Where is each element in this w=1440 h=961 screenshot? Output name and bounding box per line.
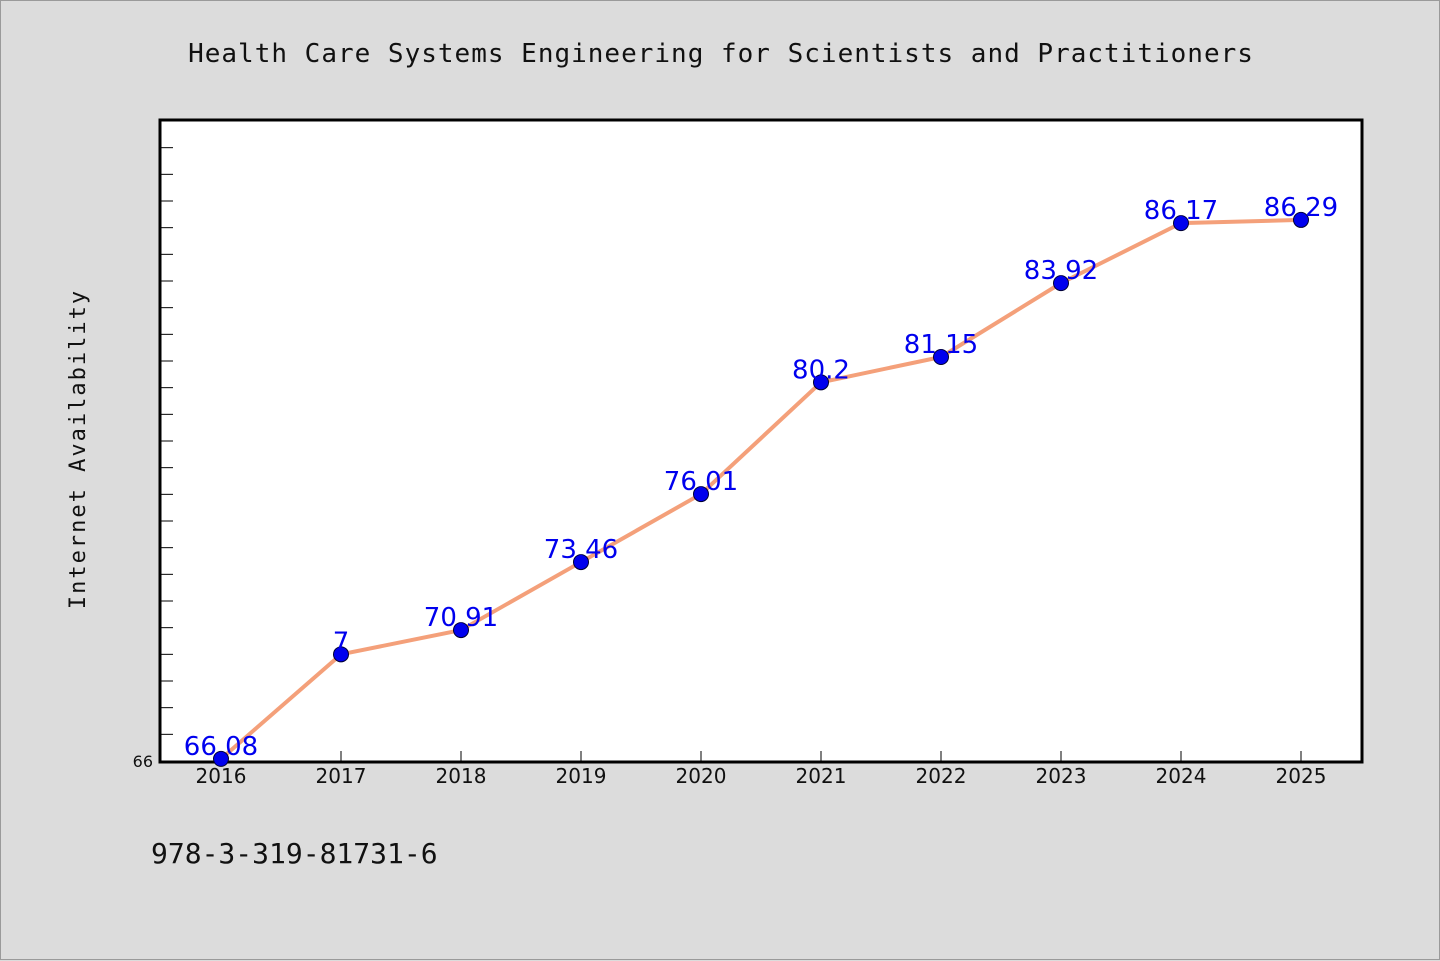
data-point (333, 646, 349, 663)
data-labels: 66.08 7 70.91 73.46 76.01 80.2 81.15 83.92 86.17… (184, 193, 1338, 762)
data-label: 86.29 (1264, 193, 1338, 223)
y-tick-label: 66 (133, 752, 153, 771)
data-label: 7 (333, 627, 350, 657)
data-label: 80.2 (792, 355, 850, 385)
x-tick-label: 2022 (916, 764, 967, 788)
data-label: 70.91 (424, 603, 498, 633)
data-label: 66.08 (184, 732, 258, 762)
x-tick-label: 2024 (1156, 764, 1207, 788)
data-point (1293, 211, 1309, 228)
plot-area (158, 118, 1364, 764)
data-point (1053, 275, 1069, 292)
x-tick-label: 2019 (556, 764, 607, 788)
data-point (213, 750, 229, 767)
data-markers (213, 211, 1309, 767)
series-lines (219, 217, 1303, 761)
x-tick-label: 2016 (196, 764, 247, 788)
data-label: 86.17 (1144, 196, 1218, 226)
data-label: 76.01 (664, 467, 738, 497)
x-tick-label: 2021 (796, 764, 847, 788)
data-point (453, 622, 469, 639)
data-point (693, 486, 709, 503)
data-label: 73.46 (544, 535, 618, 565)
y-axis-label: Internet Availability (66, 289, 91, 609)
x-tick-label: 2017 (316, 764, 367, 788)
x-tick-label: 2018 (436, 764, 487, 788)
x-axis: 2016 2017 2018 2019 2020 2021 2022 2023 2024 2025 (196, 751, 1327, 788)
isbn-footer: 978-3-319-81731-6 (151, 837, 438, 870)
data-label: 81.15 (904, 330, 978, 360)
data-point (813, 374, 829, 391)
x-tick-label: 2020 (676, 764, 727, 788)
y-axis: 66 (133, 147, 173, 771)
series-line (219, 217, 1303, 761)
data-point (573, 554, 589, 571)
x-tick-label: 2025 (1276, 764, 1327, 788)
data-point (1173, 215, 1189, 232)
chart-title: Health Care Systems Engineering for Scie… (188, 39, 1254, 69)
data-label: 83.92 (1024, 256, 1098, 286)
x-tick-label: 2023 (1036, 764, 1087, 788)
data-point (933, 349, 949, 365)
